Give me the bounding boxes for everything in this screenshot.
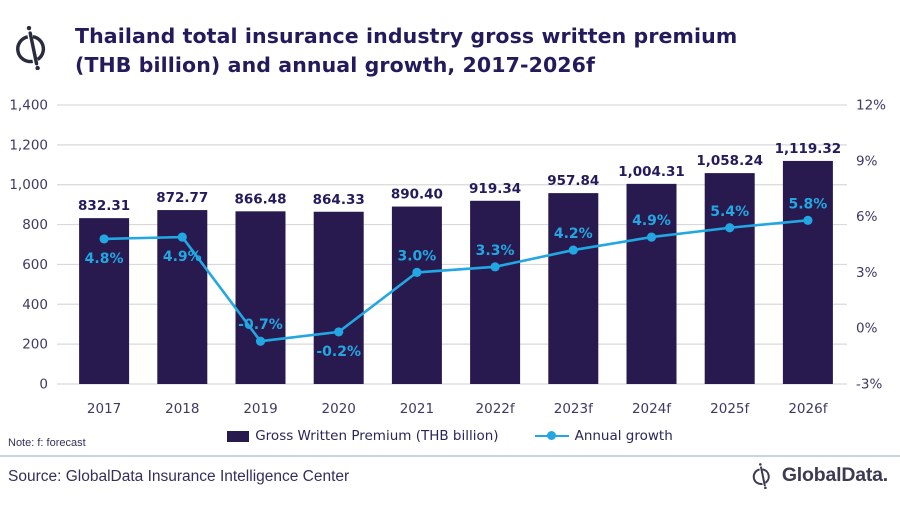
legend-item-growth: Annual growth xyxy=(534,428,673,444)
bar-value-label: 1,004.31 xyxy=(618,164,685,180)
bar-legend-swatch-icon xyxy=(227,430,250,442)
bar-value-label: 1,058.24 xyxy=(696,153,763,169)
y-axis-tick-label: 600 xyxy=(22,257,48,273)
footer-brand: GlobalData. xyxy=(748,462,888,489)
pct-axis-tick-label: 3% xyxy=(856,265,878,281)
legend-dot xyxy=(546,431,556,440)
chart-title-line2: (THB billion) and annual growth, 2017-20… xyxy=(75,53,596,77)
growth-value-label: 4.2% xyxy=(554,226,593,242)
bar-value-label: 866.48 xyxy=(234,191,286,207)
chart-title-line1: Thailand total insurance industry gross … xyxy=(75,24,738,48)
growth-point-2026f xyxy=(803,215,813,225)
bar-2017 xyxy=(79,218,130,384)
y-axis-tick-label: 200 xyxy=(22,337,48,353)
x-axis-label-2020: 2020 xyxy=(322,401,356,417)
bar-value-label: 890.40 xyxy=(391,187,443,203)
growth-point-2022f xyxy=(490,262,500,272)
legend-label-gwp: Gross Written Premium (THB billion) xyxy=(255,428,499,444)
bar-value-label: 1,119.32 xyxy=(775,141,842,157)
bar-2020 xyxy=(313,211,364,384)
bar-value-label: 864.33 xyxy=(313,192,365,208)
growth-point-2020 xyxy=(334,327,344,337)
growth-point-2024f xyxy=(646,232,657,242)
growth-point-2018 xyxy=(177,232,187,242)
pct-axis-tick-label: 9% xyxy=(856,153,878,169)
growth-value-label: 4.9% xyxy=(163,249,202,265)
x-axis-label-2022f: 2022f xyxy=(476,401,516,417)
growth-point-2023f xyxy=(568,245,578,255)
x-axis-label-2017: 2017 xyxy=(87,401,121,417)
bar-2019 xyxy=(235,211,286,384)
globaldata-logo-icon xyxy=(16,25,46,70)
pct-axis-tick-label: -3% xyxy=(856,377,882,393)
growth-value-label: 5.8% xyxy=(788,196,827,212)
y-axis-tick-label: 1,000 xyxy=(9,177,48,193)
bar-2021 xyxy=(391,206,442,384)
y-axis-tick-label: 1,400 xyxy=(9,98,48,114)
growth-line xyxy=(104,219,809,343)
bar-2025f xyxy=(704,173,755,384)
legend-item-gwp: Gross Written Premium (THB billion) xyxy=(227,428,499,444)
bar-value-label: 872.77 xyxy=(156,190,208,206)
line-legend-marker-icon xyxy=(534,431,569,441)
globaldata-logo-icon xyxy=(752,463,770,489)
y-axis-tick-label: 400 xyxy=(22,297,48,313)
bar-2026f xyxy=(782,160,833,384)
bar-2022f xyxy=(470,200,521,384)
growth-point-2025f xyxy=(725,223,735,233)
bar-2023f xyxy=(548,193,599,384)
pct-axis-tick-label: 6% xyxy=(856,209,878,225)
growth-point-2021 xyxy=(412,267,422,277)
pct-axis-tick-label: 0% xyxy=(856,321,878,337)
legend: Gross Written Premium (THB billion) Annu… xyxy=(0,428,900,444)
growth-value-label: -0.2% xyxy=(316,344,361,360)
x-axis-label-2024f: 2024f xyxy=(632,401,672,417)
footnote: Note: f: forecast xyxy=(8,437,86,449)
legend-label-growth: Annual growth xyxy=(574,428,673,444)
bar-value-label: 832.31 xyxy=(78,198,130,214)
x-axis-label-2023f: 2023f xyxy=(554,401,594,417)
x-axis-label-2019: 2019 xyxy=(243,401,277,417)
growth-value-label: 3.3% xyxy=(476,243,515,259)
growth-point-2017 xyxy=(99,234,109,244)
growth-point-2019 xyxy=(255,336,266,346)
source-text: Source: GlobalData Insurance Intelligenc… xyxy=(8,468,350,485)
x-axis-label-2026f: 2026f xyxy=(788,401,828,417)
y-axis-tick-label: 0 xyxy=(39,377,48,393)
x-axis-label-2021: 2021 xyxy=(400,401,434,417)
x-axis-label-2025f: 2025f xyxy=(710,401,750,417)
growth-value-label: 4.8% xyxy=(85,251,124,267)
bar-value-label: 919.34 xyxy=(469,181,521,197)
growth-value-label: 4.9% xyxy=(632,213,671,229)
pct-axis-tick-label: 12% xyxy=(856,98,886,114)
y-axis-tick-label: 800 xyxy=(22,217,48,233)
growth-value-label: -0.7% xyxy=(238,317,283,333)
divider-line xyxy=(0,455,900,457)
bar-value-label: 957.84 xyxy=(547,173,599,189)
chart-title: Thailand total insurance industry gross … xyxy=(75,22,875,80)
chart-plot: 0 200 400 600 800 1,000 1,200 1,400 -3% 0% 3% 6% 9% 1… xyxy=(9,98,886,418)
x-axis-label-2018: 2018 xyxy=(165,401,199,417)
y-axis-tick-label: 1,200 xyxy=(9,137,48,153)
growth-value-label: 5.4% xyxy=(710,204,749,220)
brand-wordmark: GlobalData. xyxy=(781,464,888,486)
bar-2024f xyxy=(626,183,677,384)
growth-value-label: 3.0% xyxy=(397,248,436,264)
